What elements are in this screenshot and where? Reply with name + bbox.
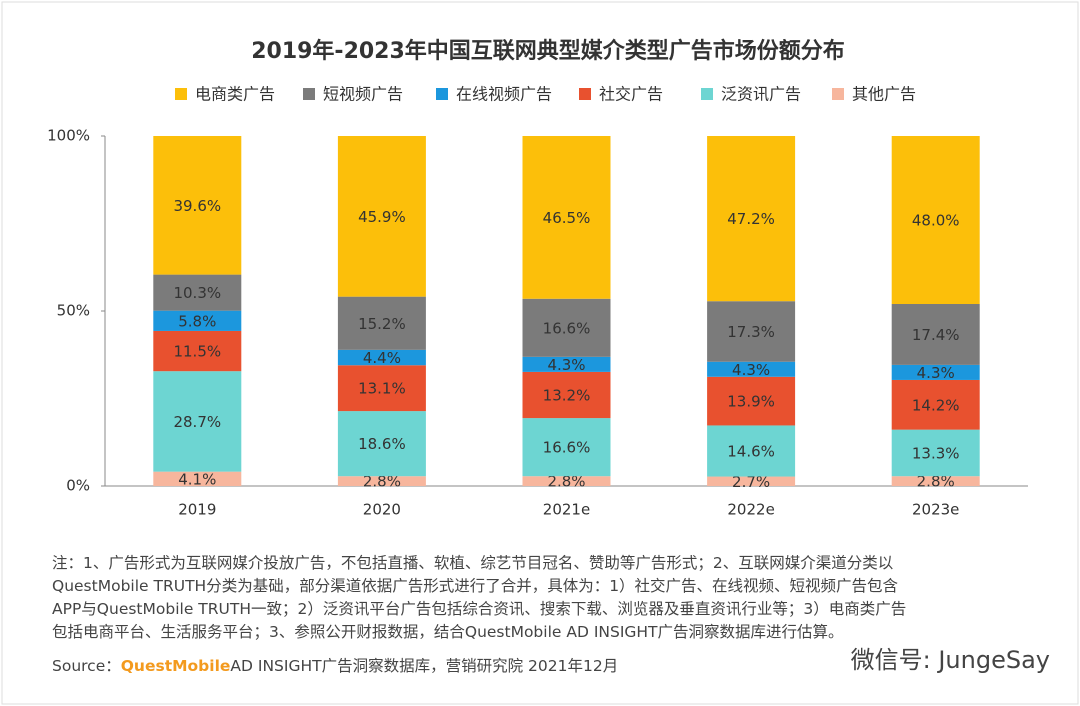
bar-segment: [522, 356, 611, 372]
bar-segment: [522, 298, 611, 357]
bar-segment: [337, 476, 426, 486]
value-label: 13.3%: [912, 444, 960, 462]
bar-segment: [707, 361, 796, 377]
bar-segment: [153, 274, 242, 311]
bar-segment: [337, 365, 426, 412]
bar-segment: [337, 136, 426, 297]
bar-segment: [891, 364, 980, 380]
bar-segment: [337, 411, 426, 477]
y-tick-label: 0%: [66, 477, 90, 495]
value-label: 2.7%: [732, 473, 770, 491]
chart-title: 2019年-2023年中国互联网典型媒介类型广告市场份额分布: [251, 38, 845, 64]
bar-segment: [337, 296, 426, 350]
note-line: 包括电商平台、生活服务平台；3、参照公开财报数据，结合QuestMobile A…: [52, 623, 844, 641]
value-label: 11.5%: [173, 343, 221, 361]
source-label: Source：: [52, 657, 121, 675]
value-label: 2.8%: [547, 473, 585, 491]
bar-segment: [891, 379, 980, 430]
bar-segment: [153, 371, 242, 472]
legend-label: 在线视频广告: [456, 85, 552, 104]
x-tick-label: 2021e: [543, 501, 590, 519]
value-label: 46.5%: [543, 209, 591, 227]
value-label: 10.3%: [173, 284, 221, 302]
value-label: 4.3%: [547, 356, 585, 374]
value-label: 17.4%: [912, 326, 960, 344]
value-label: 16.6%: [543, 439, 591, 457]
x-tick-label: 2019: [178, 501, 216, 519]
legend-swatch: [436, 88, 448, 100]
bar-segment: [522, 136, 611, 299]
source-brand: QuestMobile: [120, 657, 231, 675]
y-tick-label: 50%: [57, 302, 90, 320]
legend-label: 短视频广告: [323, 85, 403, 104]
bar-segment: [522, 418, 611, 477]
bar-segment: [153, 471, 242, 486]
value-label: 14.2%: [912, 396, 960, 414]
value-label: 16.6%: [543, 319, 591, 337]
value-label: 39.6%: [173, 197, 221, 215]
bar-segment: [153, 136, 242, 275]
bar-segment: [337, 349, 426, 366]
value-label: 4.3%: [732, 361, 770, 379]
bar-segment: [707, 425, 796, 477]
value-label: 47.2%: [727, 210, 775, 228]
bar-segment: [707, 476, 796, 486]
bar-segment: [891, 429, 980, 477]
watermark: 微信号: JungeSay: [850, 646, 1050, 674]
legend-swatch: [175, 88, 187, 100]
bar-segment: [153, 310, 242, 331]
legend-swatch: [832, 88, 844, 100]
y-tick-label: 100%: [47, 127, 90, 145]
source: Source：QuestMobileAD INSIGHT广告洞察数据库，营销研究…: [52, 654, 618, 676]
bar-segment: [153, 330, 242, 372]
x-tick-label: 2022e: [727, 501, 774, 519]
value-label: 48.0%: [912, 212, 960, 230]
bar-segment: [707, 301, 796, 362]
value-label: 4.1%: [178, 470, 216, 488]
source-text: AD INSIGHT广告洞察数据库，营销研究院 2021年12月: [230, 657, 619, 675]
value-label: 13.2%: [543, 387, 591, 405]
value-label: 13.1%: [358, 380, 406, 398]
value-label: 45.9%: [358, 208, 406, 226]
legend-label: 社交广告: [599, 85, 663, 104]
bar-segment: [707, 376, 796, 426]
bar-segment: [891, 136, 980, 304]
value-label: 18.6%: [358, 435, 406, 453]
legend-swatch: [579, 88, 591, 100]
notes: 注：1、广告形式为互联网媒介投放广告，不包括直播、软植、综艺节目冠名、赞助等广告…: [52, 552, 1052, 644]
value-label: 5.8%: [178, 312, 216, 330]
bar-segment: [891, 304, 980, 365]
legend-swatch: [701, 88, 713, 100]
value-label: 2.8%: [363, 473, 401, 491]
value-label: 14.6%: [727, 443, 775, 461]
legend-swatch: [303, 88, 315, 100]
legend-label: 电商类广告: [195, 85, 275, 104]
x-tick-label: 2020: [363, 501, 401, 519]
value-label: 4.3%: [917, 364, 955, 382]
value-label: 2.8%: [917, 473, 955, 491]
note-line: 注：1、广告形式为互联网媒介投放广告，不包括直播、软植、综艺节目冠名、赞助等广告…: [52, 554, 894, 572]
bar-segment: [522, 371, 611, 419]
note-line: APP与QuestMobile TRUTH一致；2）泛资讯平台广告包括综合资讯、…: [52, 600, 907, 618]
bar-segment: [707, 136, 796, 302]
x-tick-label: 2023e: [912, 501, 959, 519]
note-line: QuestMobile TRUTH分类为基础，部分渠道依据广告形式进行了合并，具…: [52, 577, 899, 595]
value-label: 17.3%: [727, 323, 775, 341]
value-label: 28.7%: [173, 413, 221, 431]
legend-label: 泛资讯广告: [721, 85, 801, 104]
value-label: 4.4%: [363, 349, 401, 367]
value-label: 15.2%: [358, 315, 406, 333]
bar-segment: [891, 476, 980, 486]
value-label: 13.9%: [727, 393, 775, 411]
legend-label: 其他广告: [852, 85, 916, 104]
bar-segment: [522, 476, 611, 486]
